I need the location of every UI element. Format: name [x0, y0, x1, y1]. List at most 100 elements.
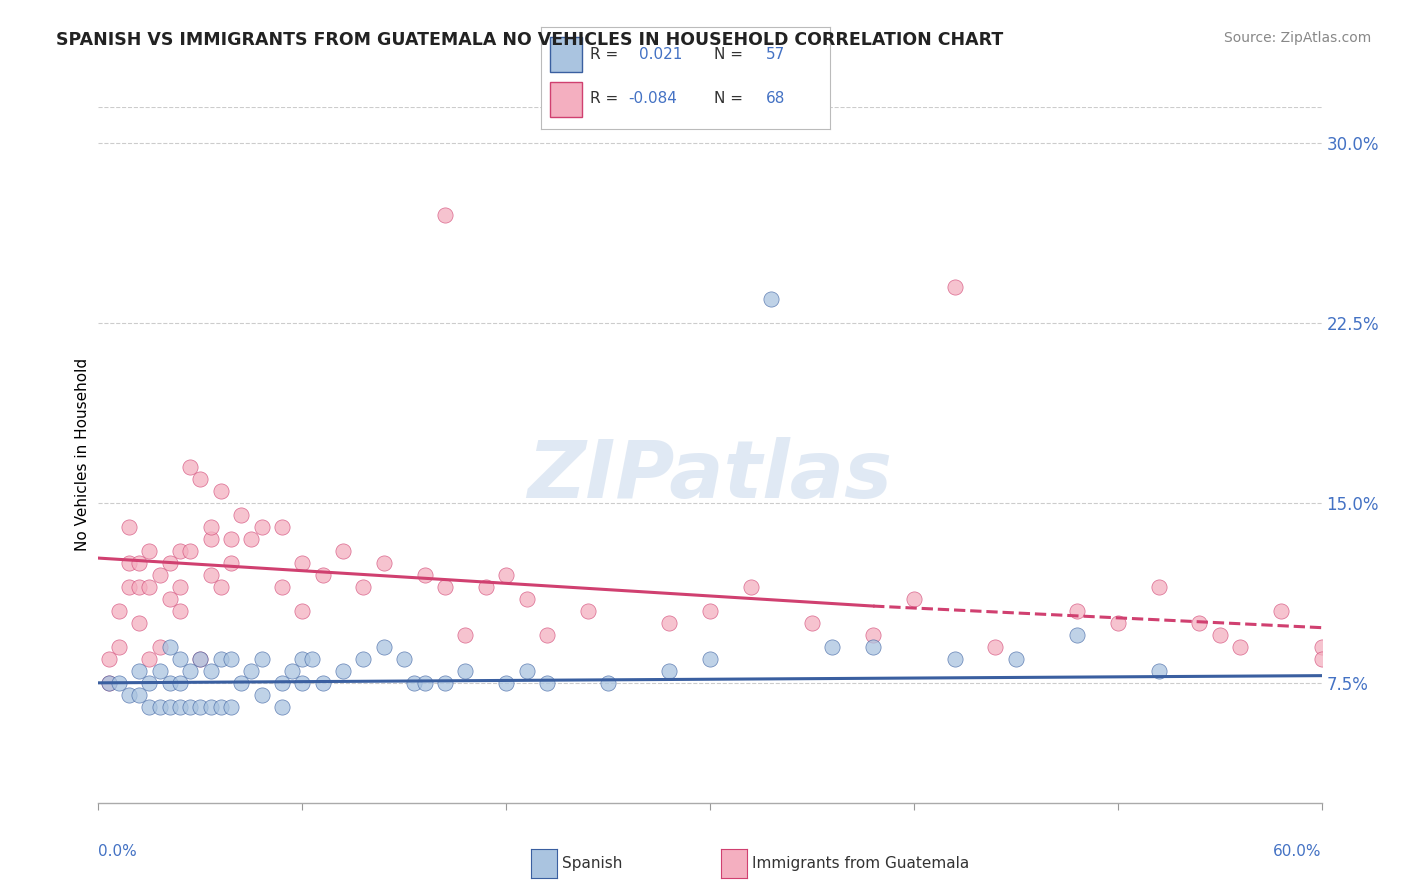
Point [159, 556, 181, 570]
Text: -0.084: -0.084 [627, 91, 676, 106]
Point [209, 652, 232, 666]
Point [219, 532, 242, 546]
Point [149, 640, 172, 654]
Point [219, 556, 242, 570]
Point [495, 676, 517, 690]
Text: 57: 57 [766, 47, 786, 62]
Point [188, 652, 212, 666]
Point [373, 640, 395, 654]
Point [118, 520, 141, 534]
Point [169, 699, 191, 714]
Point [352, 652, 374, 666]
Point [740, 580, 762, 594]
Text: SPANISH VS IMMIGRANTS FROM GUATEMALA NO VEHICLES IN HOUSEHOLD CORRELATION CHART: SPANISH VS IMMIGRANTS FROM GUATEMALA NO … [56, 31, 1004, 49]
Point [984, 640, 1007, 654]
Point [108, 640, 131, 654]
Point [179, 544, 201, 558]
Point [240, 532, 263, 546]
Point [118, 688, 141, 702]
Point [149, 567, 172, 582]
Point [169, 676, 191, 690]
Point [149, 699, 172, 714]
Point [159, 591, 181, 606]
Point [291, 604, 314, 618]
Point [1147, 580, 1170, 594]
Text: 60.0%: 60.0% [1274, 845, 1322, 859]
Point [352, 580, 374, 594]
Point [108, 604, 131, 618]
Point [434, 208, 457, 222]
Point [332, 544, 354, 558]
Point [179, 664, 201, 678]
Point [373, 556, 395, 570]
Point [209, 580, 232, 594]
Point [231, 676, 253, 690]
Point [454, 664, 477, 678]
Point [200, 664, 222, 678]
Point [1004, 652, 1026, 666]
Point [188, 472, 212, 486]
Point [231, 508, 253, 522]
Point [138, 580, 160, 594]
Point [118, 580, 141, 594]
Point [332, 664, 354, 678]
Point [1066, 628, 1088, 642]
Point [658, 615, 681, 630]
Point [291, 652, 314, 666]
Point [169, 544, 191, 558]
Point [1229, 640, 1251, 654]
Point [97, 676, 120, 690]
Point [128, 556, 150, 570]
Point [516, 664, 538, 678]
Point [301, 652, 323, 666]
Point [536, 628, 558, 642]
Point [188, 652, 212, 666]
Point [495, 567, 517, 582]
Bar [550, 82, 582, 117]
Point [97, 676, 120, 690]
Point [516, 591, 538, 606]
Point [291, 676, 314, 690]
Point [474, 580, 498, 594]
Point [270, 699, 294, 714]
Point [862, 628, 884, 642]
Point [699, 604, 721, 618]
Point [943, 280, 966, 294]
Point [200, 567, 222, 582]
Point [1188, 615, 1211, 630]
Point [250, 520, 273, 534]
Point [291, 556, 314, 570]
Text: R =: R = [591, 47, 619, 62]
Point [200, 699, 222, 714]
Point [128, 580, 150, 594]
Text: 68: 68 [766, 91, 786, 106]
Point [128, 615, 150, 630]
Point [149, 664, 172, 678]
Text: R =: R = [591, 91, 619, 106]
Point [404, 676, 426, 690]
Point [138, 699, 160, 714]
Bar [550, 37, 582, 72]
Point [169, 604, 191, 618]
Point [159, 640, 181, 654]
Point [209, 483, 232, 498]
Point [761, 292, 783, 306]
Point [1270, 604, 1292, 618]
Point [434, 580, 457, 594]
Point [200, 532, 222, 546]
Point [413, 567, 436, 582]
Point [250, 652, 273, 666]
Point [312, 676, 335, 690]
Point [270, 676, 294, 690]
Point [658, 664, 681, 678]
Point [312, 567, 335, 582]
Point [250, 688, 273, 702]
Point [801, 615, 824, 630]
Text: Spanish: Spanish [562, 856, 623, 871]
Text: Immigrants from Guatemala: Immigrants from Guatemala [752, 856, 970, 871]
Point [138, 544, 160, 558]
Point [699, 652, 721, 666]
Point [200, 520, 222, 534]
Point [454, 628, 477, 642]
Point [159, 699, 181, 714]
